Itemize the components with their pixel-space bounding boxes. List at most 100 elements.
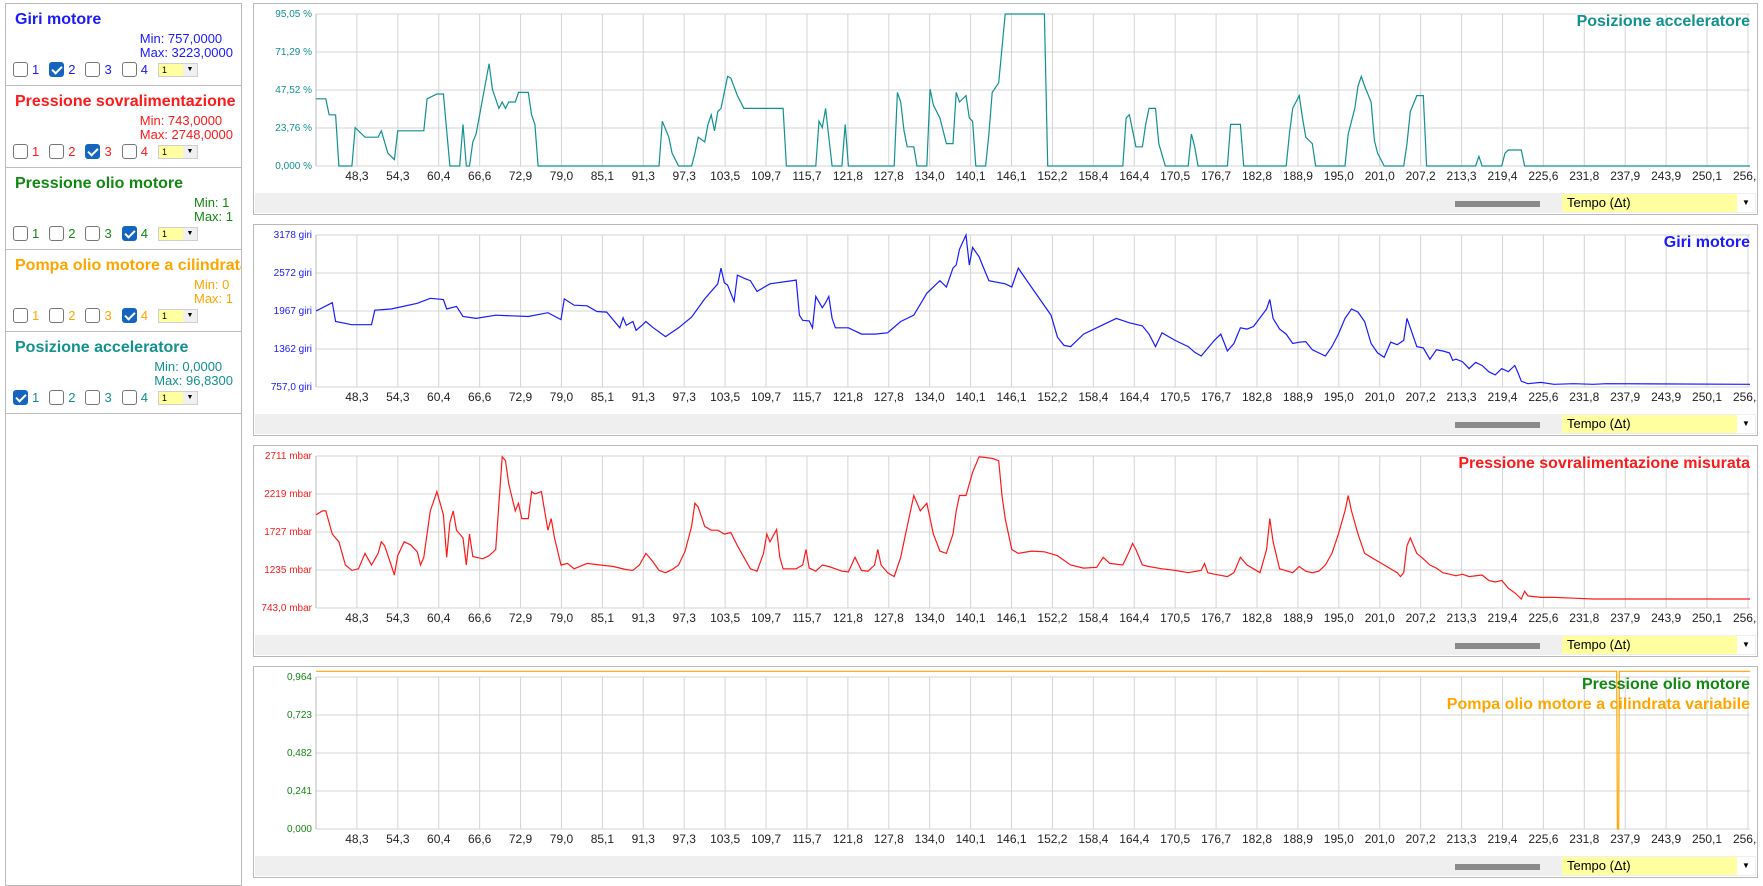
x-tick-label: 152,2	[1037, 611, 1067, 625]
time-axis-select[interactable]: Tempo (Δt)	[1562, 636, 1737, 654]
chevron-down-icon[interactable]: ▼	[1737, 194, 1755, 212]
signal-chart-assign: 1 2 3 4 1 ▼	[13, 144, 198, 159]
checkbox-label: 2	[68, 62, 76, 77]
x-tick-label: 195,0	[1324, 832, 1354, 846]
chevron-down-icon[interactable]: ▼	[182, 227, 197, 240]
x-tick-label: 91,3	[632, 390, 656, 404]
chart-1-checkbox[interactable]	[13, 390, 28, 405]
x-tick-label: 231,8	[1569, 832, 1599, 846]
scale-select[interactable]: 1 ▼	[157, 226, 198, 241]
x-tick-label: 231,8	[1569, 390, 1599, 404]
chart-2-checkbox[interactable]	[49, 62, 65, 77]
x-tick-label: 85,1	[591, 832, 615, 846]
checkbox-label: 3	[104, 62, 112, 77]
x-tick-label: 79,0	[550, 611, 574, 625]
y-tick-label: 95,05 %	[275, 9, 312, 20]
chart-1-checkbox[interactable]	[13, 144, 28, 159]
chart-scroll-bar[interactable]: Tempo (Δt) ▼	[255, 856, 1756, 876]
x-tick-label: 109,7	[751, 390, 781, 404]
signal-item: Posizione acceleratore Min: 0,0000 Max: 96…	[6, 332, 241, 414]
chart-title: Pressione olio motore	[1582, 676, 1750, 693]
x-tick-label: 121,8	[833, 169, 863, 183]
chart-4-checkbox[interactable]	[121, 144, 137, 159]
x-tick-label: 195,0	[1324, 611, 1354, 625]
scale-select[interactable]: 1 ▼	[157, 308, 198, 323]
x-tick-label: 158,4	[1078, 611, 1108, 625]
chart-accelerator[interactable]: 95,05 % 71,29 % 47,52 % 23,76 % 0,000 % 48,3 5…	[254, 4, 1757, 194]
signal-title: Pressione olio motore	[15, 175, 184, 192]
y-tick-label: 0,000	[287, 824, 312, 835]
x-tick-label: 176,7	[1201, 390, 1231, 404]
chart-2-checkbox[interactable]	[49, 226, 65, 241]
signal-range: Min: 757,0000 Max: 3223,0000	[140, 32, 233, 60]
chart-2-checkbox[interactable]	[49, 144, 65, 159]
scale-select[interactable]: 1 ▼	[157, 390, 198, 405]
time-axis-select[interactable]: Tempo (Δt)	[1562, 194, 1737, 212]
scrollbar-thumb[interactable]	[1455, 422, 1540, 428]
chart-4-checkbox[interactable]	[121, 308, 137, 323]
x-tick-label: 176,7	[1201, 169, 1231, 183]
x-tick-label: 256,2	[1733, 390, 1757, 404]
chevron-down-icon[interactable]: ▼	[182, 145, 197, 158]
scrollbar-thumb[interactable]	[1455, 201, 1540, 207]
chart-2-checkbox[interactable]	[49, 390, 65, 405]
chart-3-checkbox[interactable]	[85, 62, 101, 77]
chart-boost-pressure[interactable]: 2711 mbar 2219 mbar 1727 mbar 1235 mbar 743,…	[254, 446, 1757, 636]
chevron-down-icon[interactable]: ▼	[182, 63, 197, 76]
chevron-down-icon[interactable]: ▼	[1737, 857, 1755, 875]
chart-1-checkbox[interactable]	[13, 226, 28, 241]
x-tick-label: 48,3	[345, 611, 369, 625]
chevron-down-icon[interactable]: ▼	[1737, 636, 1755, 654]
chart-2-checkbox[interactable]	[49, 308, 65, 323]
x-tick-label: 164,4	[1119, 169, 1149, 183]
x-tick-label: 97,3	[673, 611, 697, 625]
y-tick-label: 0,482	[287, 748, 312, 759]
x-tick-label: 115,7	[792, 832, 821, 846]
chart-4-checkbox[interactable]	[121, 226, 137, 241]
chart-1-checkbox[interactable]	[13, 62, 28, 77]
y-tick-label: 1362 giri	[274, 344, 312, 355]
chart-scroll-bar[interactable]: Tempo (Δt) ▼	[255, 193, 1756, 213]
chart-3-checkbox[interactable]	[85, 144, 101, 159]
time-axis-select[interactable]: Tempo (Δt)	[1562, 415, 1737, 433]
chevron-down-icon[interactable]: ▼	[182, 391, 197, 404]
x-tick-label: 170,5	[1160, 611, 1190, 625]
chart-4-checkbox[interactable]	[121, 390, 137, 405]
x-tick-label: 201,0	[1365, 832, 1395, 846]
y-tick-label: 2219 mbar	[264, 489, 312, 500]
signal-max: Max: 3223,0000	[139, 45, 233, 60]
x-tick-label: 207,2	[1406, 390, 1436, 404]
checkbox-label: 4	[140, 390, 148, 405]
checkbox-label: 4	[140, 144, 148, 159]
x-tick-label: 225,6	[1528, 390, 1558, 404]
scrollbar-thumb[interactable]	[1455, 864, 1540, 870]
chart-3-checkbox[interactable]	[85, 390, 101, 405]
scale-select[interactable]: 1 ▼	[157, 144, 198, 159]
chevron-down-icon[interactable]: ▼	[182, 309, 197, 322]
x-tick-label: 164,4	[1119, 611, 1149, 625]
chevron-down-icon[interactable]: ▼	[1737, 415, 1755, 433]
x-tick-label: 121,8	[833, 611, 863, 625]
chart-scroll-bar[interactable]: Tempo (Δt) ▼	[255, 414, 1756, 434]
scale-value: 1	[161, 64, 167, 75]
scrollbar-thumb[interactable]	[1455, 643, 1540, 649]
time-axis-select[interactable]: Tempo (Δt)	[1562, 857, 1737, 875]
chart-oil-pressure[interactable]: 0,964 0,723 0,482 0,241 0,000 48,3 54,3 60,4 66,…	[254, 667, 1757, 857]
chart-rpm[interactable]: 3178 giri 2572 giri 1967 giri 1362 giri 757,…	[254, 225, 1757, 415]
signal-min: Min: 0,0000	[154, 359, 223, 374]
chart-3-checkbox[interactable]	[85, 226, 101, 241]
chart-scroll-bar[interactable]: Tempo (Δt) ▼	[255, 635, 1756, 655]
chart-3-checkbox[interactable]	[85, 308, 101, 323]
signal-min: Min: 1	[193, 195, 230, 210]
x-tick-label: 182,8	[1242, 832, 1272, 846]
x-tick-label: 140,1	[956, 390, 986, 404]
x-tick-label: 219,4	[1487, 390, 1517, 404]
x-tick-label: 66,6	[468, 611, 492, 625]
chart-1-checkbox[interactable]	[13, 308, 28, 323]
chart-4-checkbox[interactable]	[121, 62, 137, 77]
x-tick-label: 231,8	[1569, 169, 1599, 183]
x-tick-label: 146,1	[997, 169, 1027, 183]
y-tick-label: 0,241	[287, 786, 312, 797]
x-tick-label: 256,2	[1733, 832, 1757, 846]
scale-select[interactable]: 1 ▼	[157, 62, 198, 77]
